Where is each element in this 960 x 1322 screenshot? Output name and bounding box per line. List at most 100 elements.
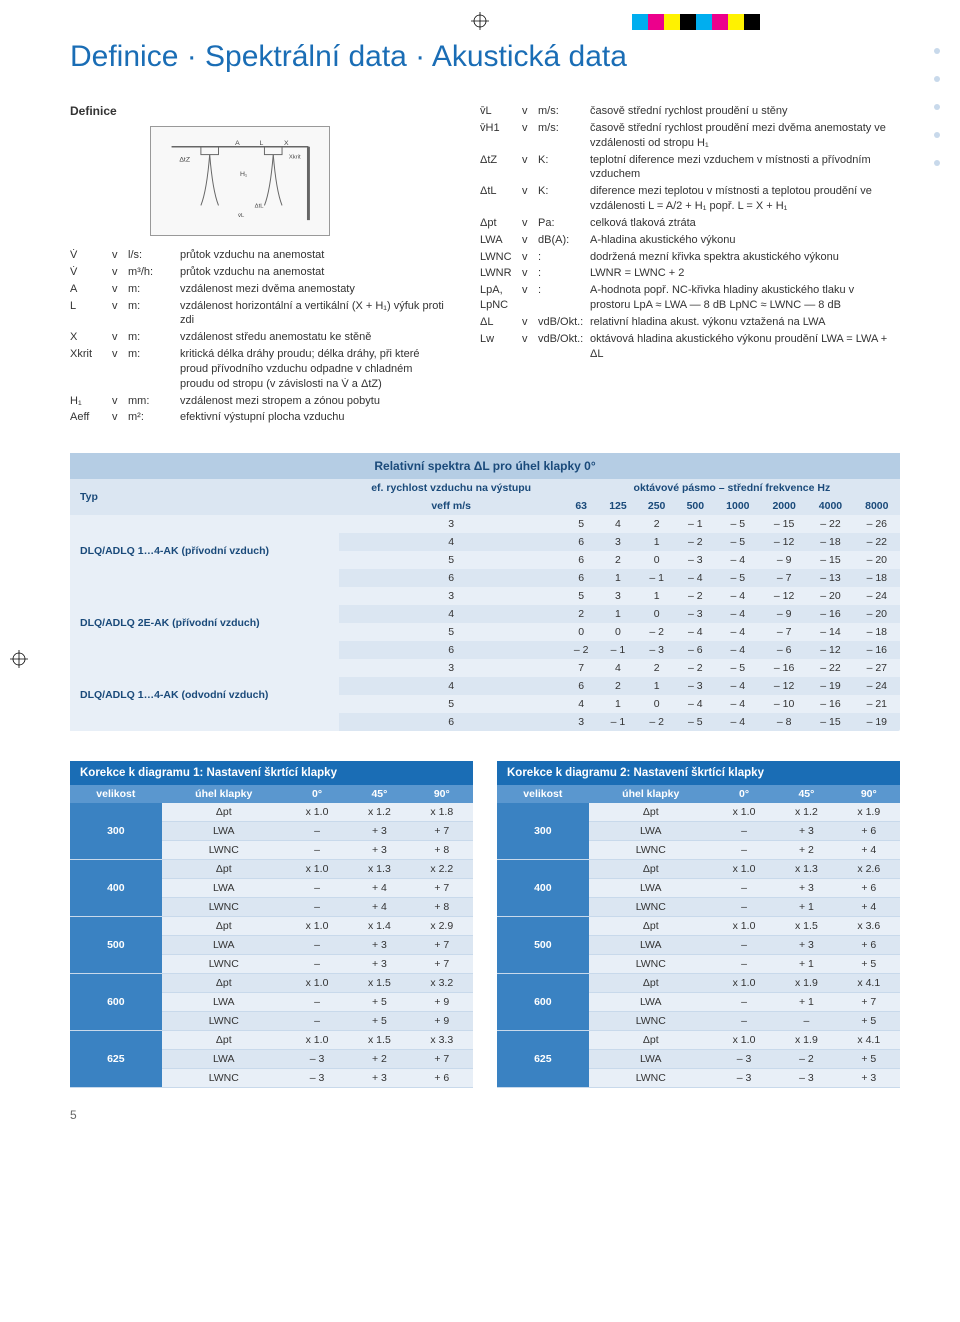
corr-value: + 9 — [411, 1012, 473, 1031]
spectra-value: 1 — [599, 605, 638, 623]
side-dots-decoration — [934, 48, 940, 166]
def-symbol: ΔtL — [480, 184, 522, 216]
corr-value: + 3 — [348, 1069, 410, 1088]
corr-value: + 6 — [838, 822, 900, 841]
spectra-value: – 9 — [761, 605, 807, 623]
spectra-value: – 4 — [715, 695, 761, 713]
spectra-freq-header: 2000 — [761, 497, 807, 515]
spectra-col-typ: Typ — [70, 479, 339, 515]
def-desc: vzdálenost horizontální a vertikální (X … — [180, 299, 450, 331]
def-desc: diference mezi teplotou v místnosti a te… — [590, 184, 900, 216]
spectra-value: – 15 — [807, 551, 853, 569]
corr-col-angle: úhel klapky — [589, 785, 713, 803]
corr-value: x 1.0 — [713, 803, 775, 822]
corr-value: x 3.2 — [411, 974, 473, 993]
corr-value: x 1.9 — [775, 1031, 837, 1050]
def-in: v — [112, 410, 128, 427]
spectra-value: 2 — [637, 659, 676, 677]
spectra-value: – 4 — [676, 623, 715, 641]
spectra-value: – 14 — [807, 623, 853, 641]
def-desc: časově střední rychlost proudění u stěny — [590, 104, 900, 121]
def-unit: dB(A): — [538, 233, 590, 250]
spectra-value: – 5 — [715, 533, 761, 551]
corr-col-size: velikost — [497, 785, 589, 803]
spectra-value: – 9 — [761, 551, 807, 569]
def-symbol: LWNR — [480, 266, 522, 283]
spectra-value: – 16 — [807, 695, 853, 713]
spectra-value: 0 — [637, 551, 676, 569]
spectra-value: – 18 — [854, 569, 900, 587]
corr-value: + 8 — [411, 898, 473, 917]
def-unit: m/s: — [538, 121, 590, 153]
corr1-title: Korekce k diagramu 1: Nastavení škrtící … — [70, 761, 473, 785]
spectra-value: – 24 — [854, 587, 900, 605]
corr-value: + 2 — [775, 841, 837, 860]
svg-text:A: A — [235, 140, 240, 147]
spectra-value: – 6 — [676, 641, 715, 659]
spectra-value: – 4 — [715, 605, 761, 623]
spectra-value: 0 — [637, 605, 676, 623]
def-unit: m: — [128, 299, 180, 331]
spectra-value: – 3 — [676, 677, 715, 695]
corr-value: + 1 — [775, 898, 837, 917]
spectra-value: – 24 — [854, 677, 900, 695]
def-unit: m/s: — [538, 104, 590, 121]
spectra-value: – 5 — [676, 713, 715, 731]
corr-value: – 2 — [775, 1050, 837, 1069]
corr-value: – 3 — [286, 1069, 348, 1088]
corr-value: x 1.5 — [775, 917, 837, 936]
corr-param: LWNC — [589, 898, 713, 917]
page-number: 5 — [70, 1108, 900, 1122]
def-unit: m²: — [128, 410, 180, 427]
def-desc: relativní hladina akust. výkonu vztažená… — [590, 315, 900, 332]
spectra-value: 0 — [564, 623, 599, 641]
corr-value: + 4 — [348, 879, 410, 898]
spectra-value: – 5 — [715, 515, 761, 533]
corr-param: Δpt — [589, 1031, 713, 1050]
def-symbol: V̇ — [70, 248, 112, 265]
svg-text:ΔtL: ΔtL — [255, 203, 265, 209]
def-symbol: Xkrit — [70, 347, 112, 394]
spectra-value: 4 — [599, 515, 638, 533]
spectra-value: 0 — [637, 695, 676, 713]
def-unit: K: — [538, 184, 590, 216]
corr-size-cell: 300 — [497, 803, 589, 860]
spectra-value: – 12 — [761, 677, 807, 695]
def-desc: vzdálenost mezi stropem a zónou pobytu — [180, 394, 450, 411]
corr-value: + 5 — [838, 1012, 900, 1031]
spectra-type-cell: DLQ/ADLQ 1…4-AK (odvodní vzduch) — [70, 659, 339, 731]
corr-value: + 9 — [411, 993, 473, 1012]
spectra-value: – 20 — [854, 605, 900, 623]
spectra-veff: 6 — [339, 569, 564, 587]
corr-value: – — [713, 898, 775, 917]
def-symbol: ΔL — [480, 315, 522, 332]
corr-value: x 1.0 — [286, 917, 348, 936]
corr-value: + 3 — [775, 936, 837, 955]
def-desc: průtok vzduchu na anemostat — [180, 248, 450, 265]
spectra-value: – 2 — [676, 587, 715, 605]
spectra-value: – 3 — [637, 641, 676, 659]
corr-param: LWNC — [162, 955, 286, 974]
spectra-value: – 2 — [637, 623, 676, 641]
def-unit: K: — [538, 153, 590, 185]
def-in: v — [112, 330, 128, 347]
spectra-veff: 5 — [339, 695, 564, 713]
spectra-value: 6 — [564, 551, 599, 569]
spectra-value: – 6 — [761, 641, 807, 659]
corr-value: – — [713, 822, 775, 841]
registration-mark-top — [471, 12, 489, 33]
spectra-value: – 22 — [807, 659, 853, 677]
corr-size-cell: 600 — [497, 974, 589, 1031]
corr-value: + 4 — [838, 841, 900, 860]
corr-value: – — [713, 993, 775, 1012]
corr-value: – — [286, 955, 348, 974]
spectra-value: – 1 — [637, 569, 676, 587]
spectra-value: 3 — [599, 587, 638, 605]
right-definitions-table: v̄L v m/s: časově střední rychlost proud… — [480, 104, 900, 364]
correction-table-1: Korekce k diagramu 1: Nastavení škrtící … — [70, 761, 473, 1088]
spectra-value: – 26 — [854, 515, 900, 533]
spectra-value: – 4 — [715, 641, 761, 659]
corr-value: + 3 — [348, 936, 410, 955]
def-desc: efektivní výstupní plocha vzduchu — [180, 410, 450, 427]
spectra-type-cell: DLQ/ADLQ 1…4-AK (přívodní vzduch) — [70, 515, 339, 587]
